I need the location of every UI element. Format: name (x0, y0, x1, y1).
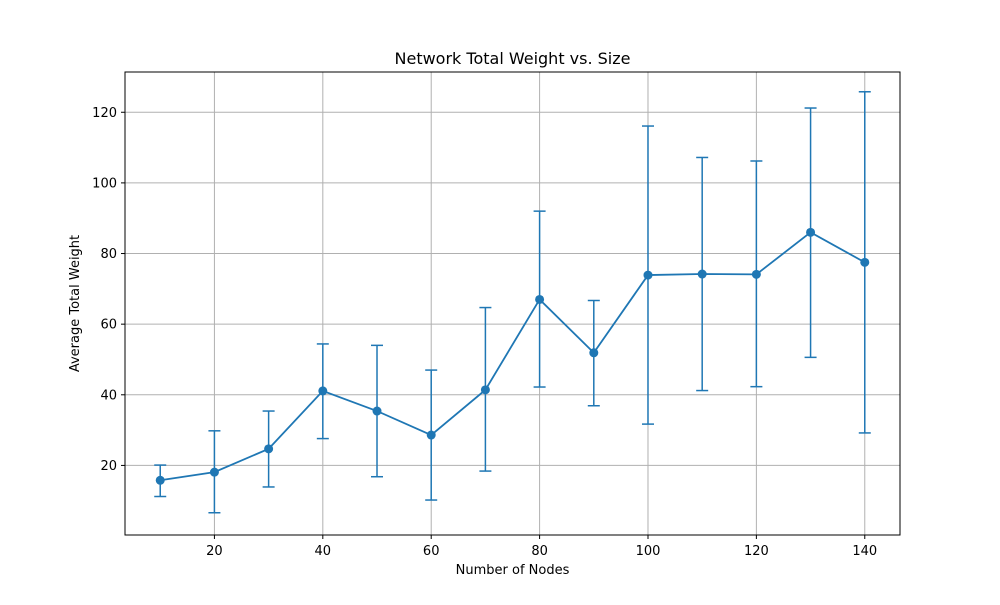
data-point (643, 270, 653, 280)
x-tick-label: 120 (744, 544, 769, 559)
chart-title: Network Total Weight vs. Size (395, 49, 631, 68)
data-point (264, 444, 274, 454)
data-point (372, 406, 382, 416)
data-point (535, 294, 545, 304)
x-tick-label: 100 (636, 544, 661, 559)
y-tick-label: 20 (100, 459, 117, 474)
x-tick-label: 60 (423, 544, 440, 559)
data-point (318, 386, 328, 396)
grid (125, 72, 900, 535)
data-point (589, 348, 599, 358)
x-tick-label: 140 (852, 544, 877, 559)
x-tick-label: 40 (315, 544, 332, 559)
data-point (751, 269, 761, 279)
markers (155, 227, 870, 485)
x-tick-label: 80 (531, 544, 548, 559)
y-tick-label: 120 (92, 106, 117, 121)
data-point (209, 467, 219, 477)
y-axis-label: Average Total Weight (68, 235, 83, 372)
data-point (155, 475, 165, 485)
series-line (160, 231, 866, 482)
data-point (860, 257, 870, 267)
x-axis-ticks: 20 40 60 80 100 120 140 (206, 535, 877, 559)
data-point (806, 227, 816, 237)
series-line-layer (160, 231, 866, 482)
x-axis-label: Number of Nodes (456, 563, 570, 578)
y-tick-label: 80 (100, 247, 117, 262)
y-tick-label: 60 (100, 318, 117, 333)
y-tick-label: 100 (92, 176, 117, 191)
data-point (426, 430, 436, 440)
data-point (480, 385, 490, 395)
error-bars (154, 91, 871, 514)
y-axis-ticks: 20 40 60 80 100 120 (92, 106, 125, 474)
x-tick-label: 20 (206, 544, 223, 559)
y-tick-label: 40 (100, 388, 117, 403)
data-point (697, 269, 707, 279)
plot-frame (124, 71, 901, 536)
